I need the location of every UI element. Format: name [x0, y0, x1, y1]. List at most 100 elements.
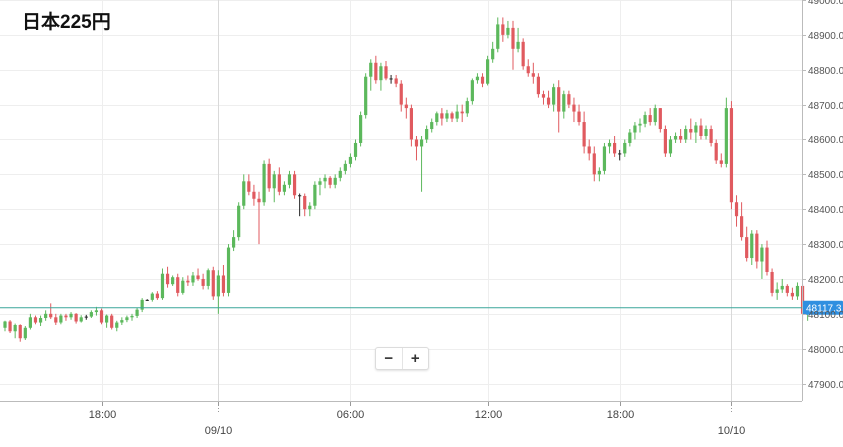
- candle-body: [303, 195, 307, 210]
- candle-body: [282, 184, 286, 192]
- candle-body: [734, 202, 739, 217]
- candle-body: [450, 113, 454, 119]
- candle-body: [287, 174, 292, 185]
- chart-title: 日本225円: [22, 10, 111, 33]
- candle-body: [729, 108, 734, 203]
- candle-body: [663, 129, 667, 154]
- candle-body: [658, 108, 662, 130]
- candle-body: [369, 62, 373, 77]
- candle-body: [348, 156, 353, 164]
- candle-body: [506, 27, 510, 35]
- candle-body: [84, 316, 88, 318]
- candle-body: [546, 97, 551, 105]
- candle-body: [582, 122, 586, 147]
- candle-body: [719, 160, 723, 164]
- candle-body: [445, 113, 449, 119]
- candle-body: [33, 317, 38, 323]
- candle-body: [775, 289, 779, 293]
- candle-body: [536, 76, 540, 95]
- candle-body: [699, 125, 703, 136]
- candle-body: [171, 277, 175, 285]
- zoom-out-button[interactable]: −: [384, 350, 394, 367]
- candle-body: [272, 174, 276, 189]
- x-tick-label: 18:00: [89, 409, 117, 421]
- candle-body: [145, 299, 149, 301]
- candle-body: [414, 139, 419, 147]
- y-tick-label: 48200.0: [808, 275, 843, 286]
- candle-body: [425, 129, 429, 140]
- candle-body: [567, 94, 571, 105]
- candle-body: [486, 59, 490, 84]
- candle-body: [628, 132, 632, 143]
- candle-body: [755, 233, 759, 262]
- candle-body: [110, 315, 114, 328]
- y-tick-label: 48700.0: [808, 101, 843, 112]
- y-tick-label: 48900.0: [808, 31, 843, 42]
- candle-body: [318, 181, 322, 185]
- zoom-control: − +: [375, 347, 429, 370]
- y-tick-label: 47900.0: [808, 380, 843, 391]
- candle-body: [435, 113, 439, 123]
- candle-body: [94, 310, 99, 313]
- candle-body: [770, 271, 774, 293]
- candle-body: [526, 66, 530, 74]
- candle-body: [125, 317, 129, 321]
- last-price-label: 48117.3: [806, 303, 842, 314]
- x-tick-label: 06:00: [337, 409, 365, 421]
- candle-body: [211, 270, 215, 297]
- candle-body: [74, 313, 78, 322]
- candle-body: [607, 142, 612, 147]
- candle-body: [521, 41, 525, 67]
- zoom-in-button[interactable]: +: [401, 348, 429, 369]
- candle-body: [374, 62, 378, 81]
- candle-body: [389, 78, 393, 80]
- candle-body: [292, 174, 297, 196]
- candle-body: [257, 198, 261, 203]
- candle-body: [750, 233, 754, 259]
- candle-body: [308, 205, 312, 210]
- candle-body: [602, 146, 607, 171]
- candle-body: [668, 139, 673, 154]
- candle-body: [343, 163, 347, 171]
- candle-body: [740, 216, 744, 238]
- candle-body: [475, 76, 480, 81]
- candle-body: [679, 135, 683, 140]
- candle-body: [105, 315, 109, 323]
- last-price-layer: 48117.3: [0, 300, 843, 315]
- candle-body: [552, 87, 556, 105]
- candle-body: [237, 205, 241, 238]
- candle-body: [232, 237, 236, 248]
- candle-body: [277, 174, 281, 192]
- candle-body: [201, 278, 205, 286]
- candle-body: [684, 129, 688, 140]
- candle-body: [176, 277, 180, 293]
- candle-body: [196, 275, 200, 279]
- candle-body: [226, 247, 231, 293]
- candle-body: [206, 270, 210, 286]
- candle-body: [785, 285, 789, 293]
- candle-body: [242, 181, 246, 206]
- candle-body: [709, 129, 713, 143]
- candle-body: [59, 315, 63, 323]
- candle-body: [460, 111, 464, 114]
- x-tick-label: 12:00: [475, 409, 503, 421]
- candle-body: [618, 153, 622, 155]
- candle-body: [115, 322, 119, 328]
- candle-body: [18, 324, 22, 339]
- candle-body: [587, 146, 591, 154]
- candle-body: [79, 317, 83, 322]
- candle-body: [673, 135, 678, 140]
- candle-body: [165, 273, 170, 285]
- candle-body: [795, 285, 800, 297]
- candle-body: [191, 275, 195, 283]
- candle-body: [562, 94, 566, 112]
- y-tick-label: 49000.0: [808, 0, 843, 7]
- candle-body: [28, 317, 32, 328]
- candle-body: [359, 115, 363, 143]
- candle-body: [745, 237, 749, 259]
- y-tick-label: 48800.0: [808, 66, 843, 77]
- candle-body: [247, 181, 251, 192]
- y-tick-label: 48000.0: [808, 345, 843, 356]
- candle-body: [54, 317, 58, 323]
